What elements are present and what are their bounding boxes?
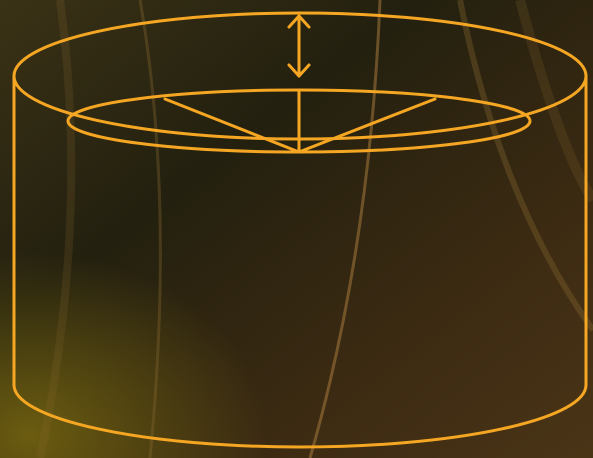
inner-line (297, 97, 437, 154)
arrow-head (287, 63, 311, 78)
arrow-head (287, 14, 311, 29)
inner-line (163, 97, 301, 154)
background-streaks (36, 0, 593, 458)
cylinder-outline (12, 11, 588, 449)
bottom-arc (12, 383, 588, 449)
